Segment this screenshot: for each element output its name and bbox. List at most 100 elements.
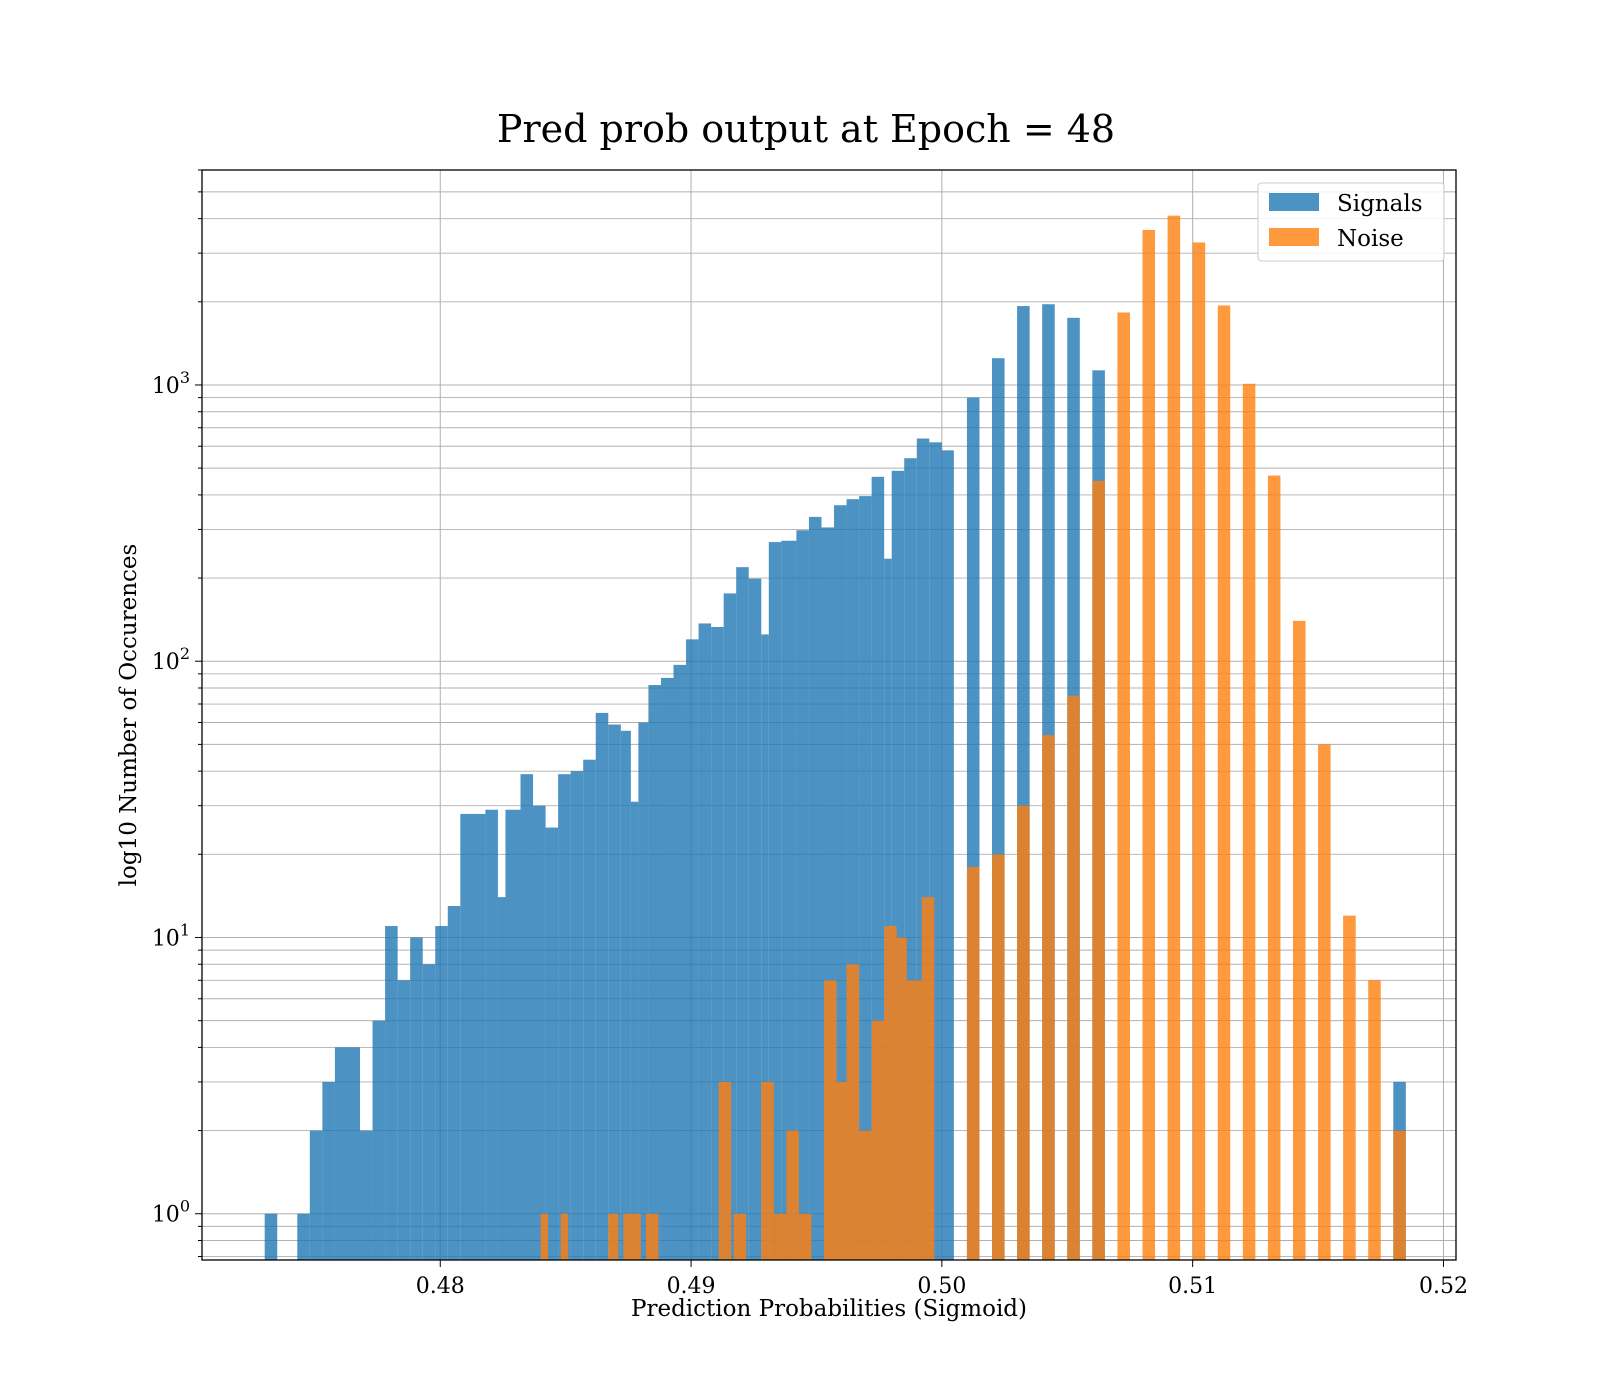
- bar-noise: [871, 1020, 885, 1260]
- bar-signals: [520, 774, 534, 1260]
- bar-signals: [570, 771, 584, 1260]
- legend-swatch-noise: [1269, 228, 1319, 246]
- bar-noise: [733, 1213, 747, 1260]
- bar-noise: [645, 1213, 659, 1260]
- bar-signals: [761, 634, 769, 1260]
- bar-signals: [796, 530, 809, 1260]
- bar-signals: [630, 801, 639, 1260]
- bar-signals: [884, 558, 892, 1260]
- chart-title: Pred prob output at Epoch = 48: [497, 107, 1115, 151]
- x-tick-label: 0.50: [917, 1274, 966, 1299]
- bar-signals: [638, 722, 649, 1260]
- bars: [264, 215, 1406, 1261]
- bar-signals: [768, 542, 782, 1260]
- bar-signals: [435, 926, 448, 1260]
- bar-signals: [422, 964, 436, 1260]
- bar-signals: [808, 516, 822, 1260]
- bar-signals: [941, 450, 954, 1260]
- bar-noise: [798, 1213, 812, 1260]
- bar-signals: [595, 712, 609, 1260]
- bar-noise: [992, 854, 1005, 1260]
- legend: Signals Noise: [1257, 182, 1445, 262]
- y-tick-exponent: 3: [180, 368, 190, 387]
- bar-noise: [608, 1213, 619, 1260]
- bar-noise: [761, 1081, 774, 1260]
- bar-noise: [1343, 915, 1356, 1260]
- y-axis-label: log10 Number of Occurences: [116, 544, 142, 887]
- bar-signals: [410, 937, 423, 1260]
- bar-noise: [786, 1130, 799, 1260]
- bar-noise: [1242, 383, 1256, 1261]
- bar-noise: [846, 964, 860, 1260]
- bar-noise: [1368, 980, 1381, 1260]
- bar-signals: [309, 1130, 323, 1260]
- bar-signals: [497, 897, 506, 1260]
- bar-signals: [698, 623, 712, 1260]
- legend-swatch-signals: [1269, 193, 1319, 211]
- bar-signals: [583, 759, 596, 1260]
- bar-signals: [736, 567, 749, 1260]
- bar-noise: [1142, 229, 1156, 1260]
- bar-noise: [921, 897, 935, 1260]
- bar-noise: [1393, 1130, 1406, 1260]
- bar-noise: [1318, 744, 1331, 1260]
- bar-noise: [718, 1081, 732, 1260]
- bar-signals: [533, 805, 546, 1260]
- bar-noise: [560, 1213, 569, 1260]
- bar-signals: [460, 813, 486, 1260]
- bar-noise: [1267, 475, 1281, 1260]
- bar-noise: [966, 866, 980, 1260]
- bar-signals: [648, 685, 661, 1260]
- bar-signals: [660, 677, 674, 1260]
- x-tick-label: 0.48: [416, 1274, 465, 1299]
- y-tick-label: 101: [152, 920, 190, 951]
- bar-signals: [397, 980, 411, 1260]
- y-tick-exponent: 1: [180, 920, 190, 939]
- bar-signals: [322, 1081, 335, 1260]
- x-tick-label: 0.51: [1168, 1274, 1217, 1299]
- bar-signals: [558, 774, 571, 1260]
- legend-label-noise: Noise: [1337, 226, 1404, 252]
- bar-signals: [686, 639, 699, 1260]
- bar-signals: [834, 505, 847, 1260]
- bar-noise: [906, 980, 922, 1260]
- bar-noise: [896, 937, 907, 1260]
- plot-frame: [201, 169, 1457, 1261]
- bar-signals: [859, 496, 872, 1261]
- bar-signals: [447, 905, 461, 1260]
- bar-signals: [372, 1020, 386, 1260]
- y-tick-base: 10: [152, 374, 180, 399]
- x-axis-label: Prediction Probabilities (Sigmoid): [631, 1296, 1027, 1322]
- bar-noise: [1067, 695, 1080, 1260]
- y-tick-base: 10: [152, 926, 180, 951]
- bar-signals: [264, 1213, 278, 1260]
- bar-noise: [1042, 735, 1055, 1260]
- bar-signals: [297, 1213, 310, 1260]
- x-tick-label: 0.52: [1419, 1274, 1468, 1299]
- series-noise: [540, 215, 1406, 1261]
- bar-signals: [545, 827, 559, 1260]
- bar-signals: [505, 809, 521, 1260]
- bar-signals: [673, 664, 687, 1260]
- y-tick-label: 103: [152, 368, 190, 399]
- y-tick-exponent: 2: [180, 644, 190, 663]
- bar-signals: [748, 578, 762, 1260]
- bar-noise: [1217, 305, 1231, 1261]
- bar-noise: [823, 980, 837, 1260]
- bar-noise: [884, 926, 897, 1260]
- bar-noise: [623, 1213, 641, 1260]
- x-tick-label: 0.49: [667, 1274, 716, 1299]
- legend-label-signals: Signals: [1337, 191, 1423, 217]
- bar-signals: [485, 809, 498, 1260]
- bar-noise: [1092, 480, 1105, 1260]
- bar-signals: [360, 1130, 373, 1260]
- bar-noise: [836, 1081, 847, 1260]
- y-tick-exponent: 0: [180, 1197, 190, 1216]
- bar-noise: [1017, 805, 1030, 1260]
- bar-noise: [1192, 242, 1206, 1261]
- bar-noise: [859, 1130, 872, 1260]
- bar-noise: [773, 1213, 787, 1260]
- bar-noise: [1167, 215, 1181, 1260]
